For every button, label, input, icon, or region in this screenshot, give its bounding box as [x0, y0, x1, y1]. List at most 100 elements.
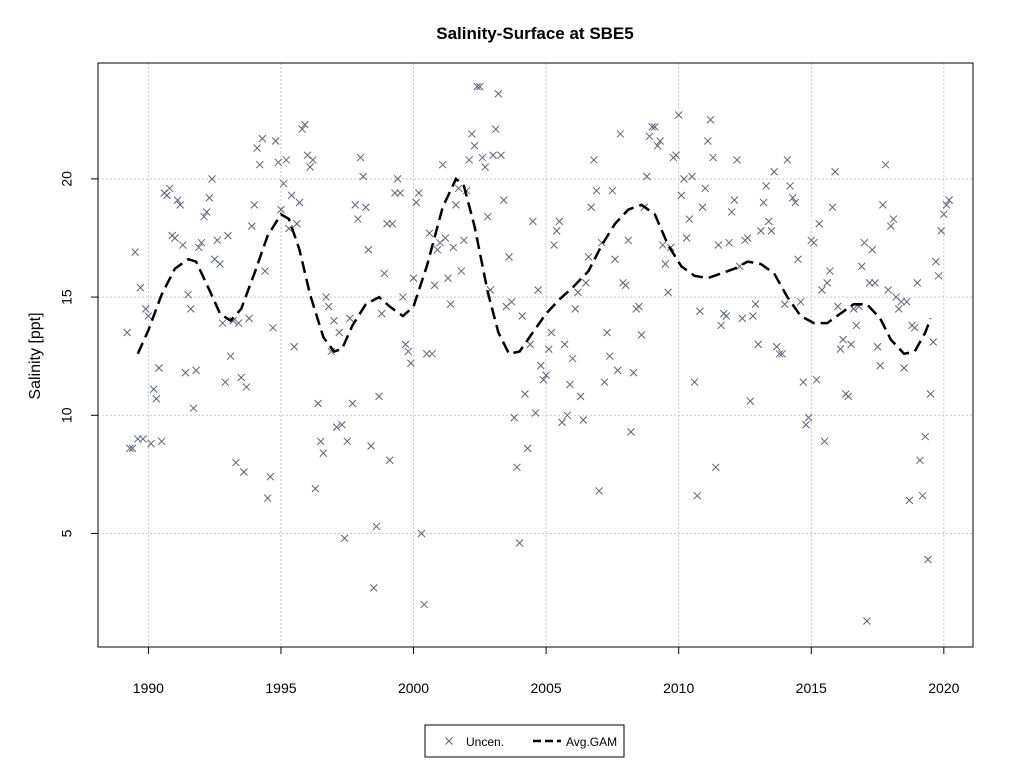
data-point [751, 300, 760, 309]
data-point [446, 300, 455, 309]
data-point [725, 238, 733, 247]
data-point [780, 300, 789, 309]
data-point [277, 205, 285, 214]
x-tick-label: 1990 [133, 680, 164, 696]
data-point [589, 156, 598, 164]
data-point [523, 444, 532, 453]
data-point [189, 404, 198, 413]
data-point [698, 203, 707, 212]
x-tick-label: 1995 [265, 680, 296, 696]
data-point [900, 364, 908, 372]
data-point [910, 323, 919, 332]
data-point [764, 217, 773, 226]
data-point [847, 340, 855, 349]
data-point [261, 267, 269, 275]
data-point [558, 418, 566, 427]
data-point [136, 283, 145, 292]
data-point [804, 413, 813, 422]
data-point [491, 125, 500, 134]
data-point [364, 245, 373, 254]
data-point [192, 366, 200, 375]
data-point [939, 210, 948, 219]
data-point [552, 227, 561, 235]
data-point [738, 314, 747, 323]
data-point [849, 305, 858, 313]
data-point [643, 172, 651, 181]
scatter-points [123, 82, 953, 625]
data-point [285, 224, 293, 233]
data-point [863, 617, 871, 625]
data-point [144, 312, 153, 320]
data-point [746, 397, 755, 405]
data-point [181, 368, 190, 377]
data-point [815, 219, 824, 228]
data-point [152, 394, 161, 403]
data-point [894, 305, 903, 313]
legend-marker-x-icon [445, 737, 453, 745]
data-point [635, 302, 643, 311]
data-point [743, 234, 752, 242]
data-point [478, 153, 487, 162]
data-point [338, 420, 346, 429]
data-point [404, 347, 413, 356]
data-point [454, 184, 463, 193]
data-point [250, 201, 259, 209]
avg-gam-line [136, 176, 932, 356]
data-point [505, 253, 513, 261]
data-point [921, 432, 930, 441]
data-point [934, 271, 943, 280]
data-point [825, 267, 834, 275]
data-point [595, 487, 603, 495]
data-point [624, 236, 633, 245]
data-point [542, 371, 550, 379]
data-point [483, 212, 492, 221]
data-point [876, 361, 885, 370]
data-point [332, 423, 341, 431]
data-point [818, 286, 826, 294]
data-point [722, 312, 731, 320]
y-tick-label: 5 [59, 529, 75, 537]
data-point [489, 151, 497, 160]
data-point [839, 335, 847, 344]
data-point [650, 122, 659, 131]
data-point [749, 312, 757, 320]
x-tick-label: 2020 [928, 680, 959, 696]
data-point [762, 182, 771, 190]
data-point [550, 241, 558, 249]
data-point [247, 222, 256, 230]
y-tick-label: 20 [59, 171, 75, 187]
data-point [937, 227, 946, 235]
data-point [149, 385, 158, 394]
legend-box [424, 724, 625, 758]
data-point [308, 156, 317, 164]
data-point [582, 279, 590, 287]
data-point [298, 125, 307, 134]
data-point [757, 227, 765, 235]
data-point [579, 416, 588, 424]
data-point [473, 82, 482, 91]
data-point [245, 314, 253, 323]
data-point [396, 189, 405, 197]
data-point [139, 435, 147, 443]
data-point [369, 584, 378, 592]
data-point [571, 305, 580, 313]
data-point [229, 316, 238, 325]
data-point [772, 342, 781, 351]
data-point [664, 288, 672, 297]
data-point [173, 196, 182, 204]
data-point [515, 539, 524, 547]
data-point [929, 338, 938, 346]
data-point [831, 167, 839, 176]
data-point [844, 392, 853, 401]
data-point [202, 208, 211, 216]
chart-title: Salinity-Surface at SBE5 [436, 24, 633, 43]
data-point [810, 238, 818, 247]
data-point [560, 340, 569, 349]
data-point [433, 245, 442, 254]
data-point [372, 522, 381, 531]
data-point [555, 217, 564, 226]
x-tick-label: 2005 [531, 680, 562, 696]
data-point [361, 203, 370, 212]
data-point [889, 215, 898, 223]
plot-frame [97, 62, 974, 648]
